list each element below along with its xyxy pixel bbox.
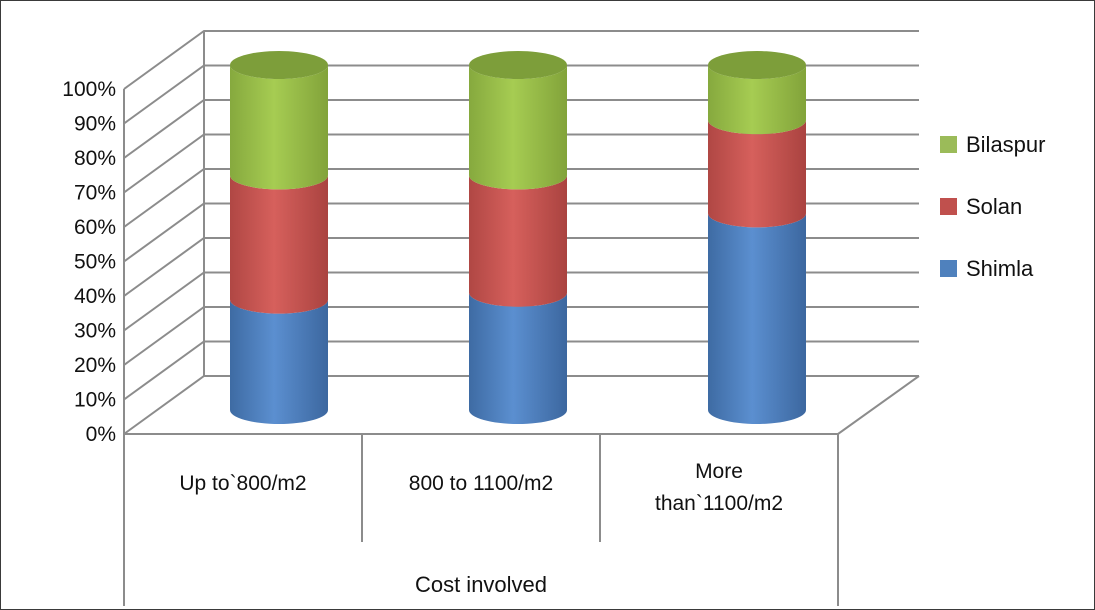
cylinder-segment [230, 175, 328, 314]
category-label: than`1100/m2 [655, 492, 783, 515]
category-label: More [695, 460, 743, 483]
y-tick-label: 0% [86, 423, 116, 446]
category-label: Up to`800/m2 [179, 472, 306, 495]
cylinder-segment [708, 65, 806, 135]
data-cylinders [230, 51, 806, 424]
cylinder-segment [708, 213, 806, 424]
cylinder-segment [469, 175, 567, 307]
y-tick-label: 90% [74, 113, 116, 136]
category-label: 800 to 1100/m2 [409, 472, 553, 495]
y-tick-label: 50% [74, 251, 116, 274]
chart-axes [123, 31, 920, 606]
cylinder-segment [469, 65, 567, 190]
y-tick-label: 80% [74, 147, 116, 170]
cylinder-segment [230, 65, 328, 190]
legend: Bilaspur Solan Shimla [940, 132, 1045, 281]
cylinder-segment [469, 292, 567, 424]
y-tick-label: 20% [74, 354, 116, 377]
legend-label: Bilaspur [966, 132, 1045, 157]
cylinder-top [230, 51, 328, 79]
y-tick-label: 70% [74, 182, 116, 205]
cylinder-top [708, 51, 806, 79]
legend-swatch [940, 198, 957, 215]
y-tick-label: 40% [74, 285, 116, 308]
legend-label: Solan [966, 194, 1022, 219]
cylinder [230, 51, 328, 424]
legend-swatch [940, 260, 957, 277]
legend-swatch [940, 136, 957, 153]
axis-labels: 0% 10% 20% 30% 40% 50% 60% 70% 80% 90% 100% Up to`8… [62, 78, 783, 597]
cylinder-top [469, 51, 567, 79]
cylinder [708, 51, 806, 424]
x-axis-title: Cost involved [415, 572, 547, 597]
y-tick-label: 100% [62, 78, 116, 101]
legend-label: Shimla [966, 256, 1034, 281]
cylinder-segment [708, 120, 806, 228]
y-tick-label: 60% [74, 216, 116, 239]
cylinder-segment [230, 299, 328, 424]
cylinder [469, 51, 567, 424]
y-tick-label: 30% [74, 320, 116, 343]
y-tick-label: 10% [74, 389, 116, 412]
